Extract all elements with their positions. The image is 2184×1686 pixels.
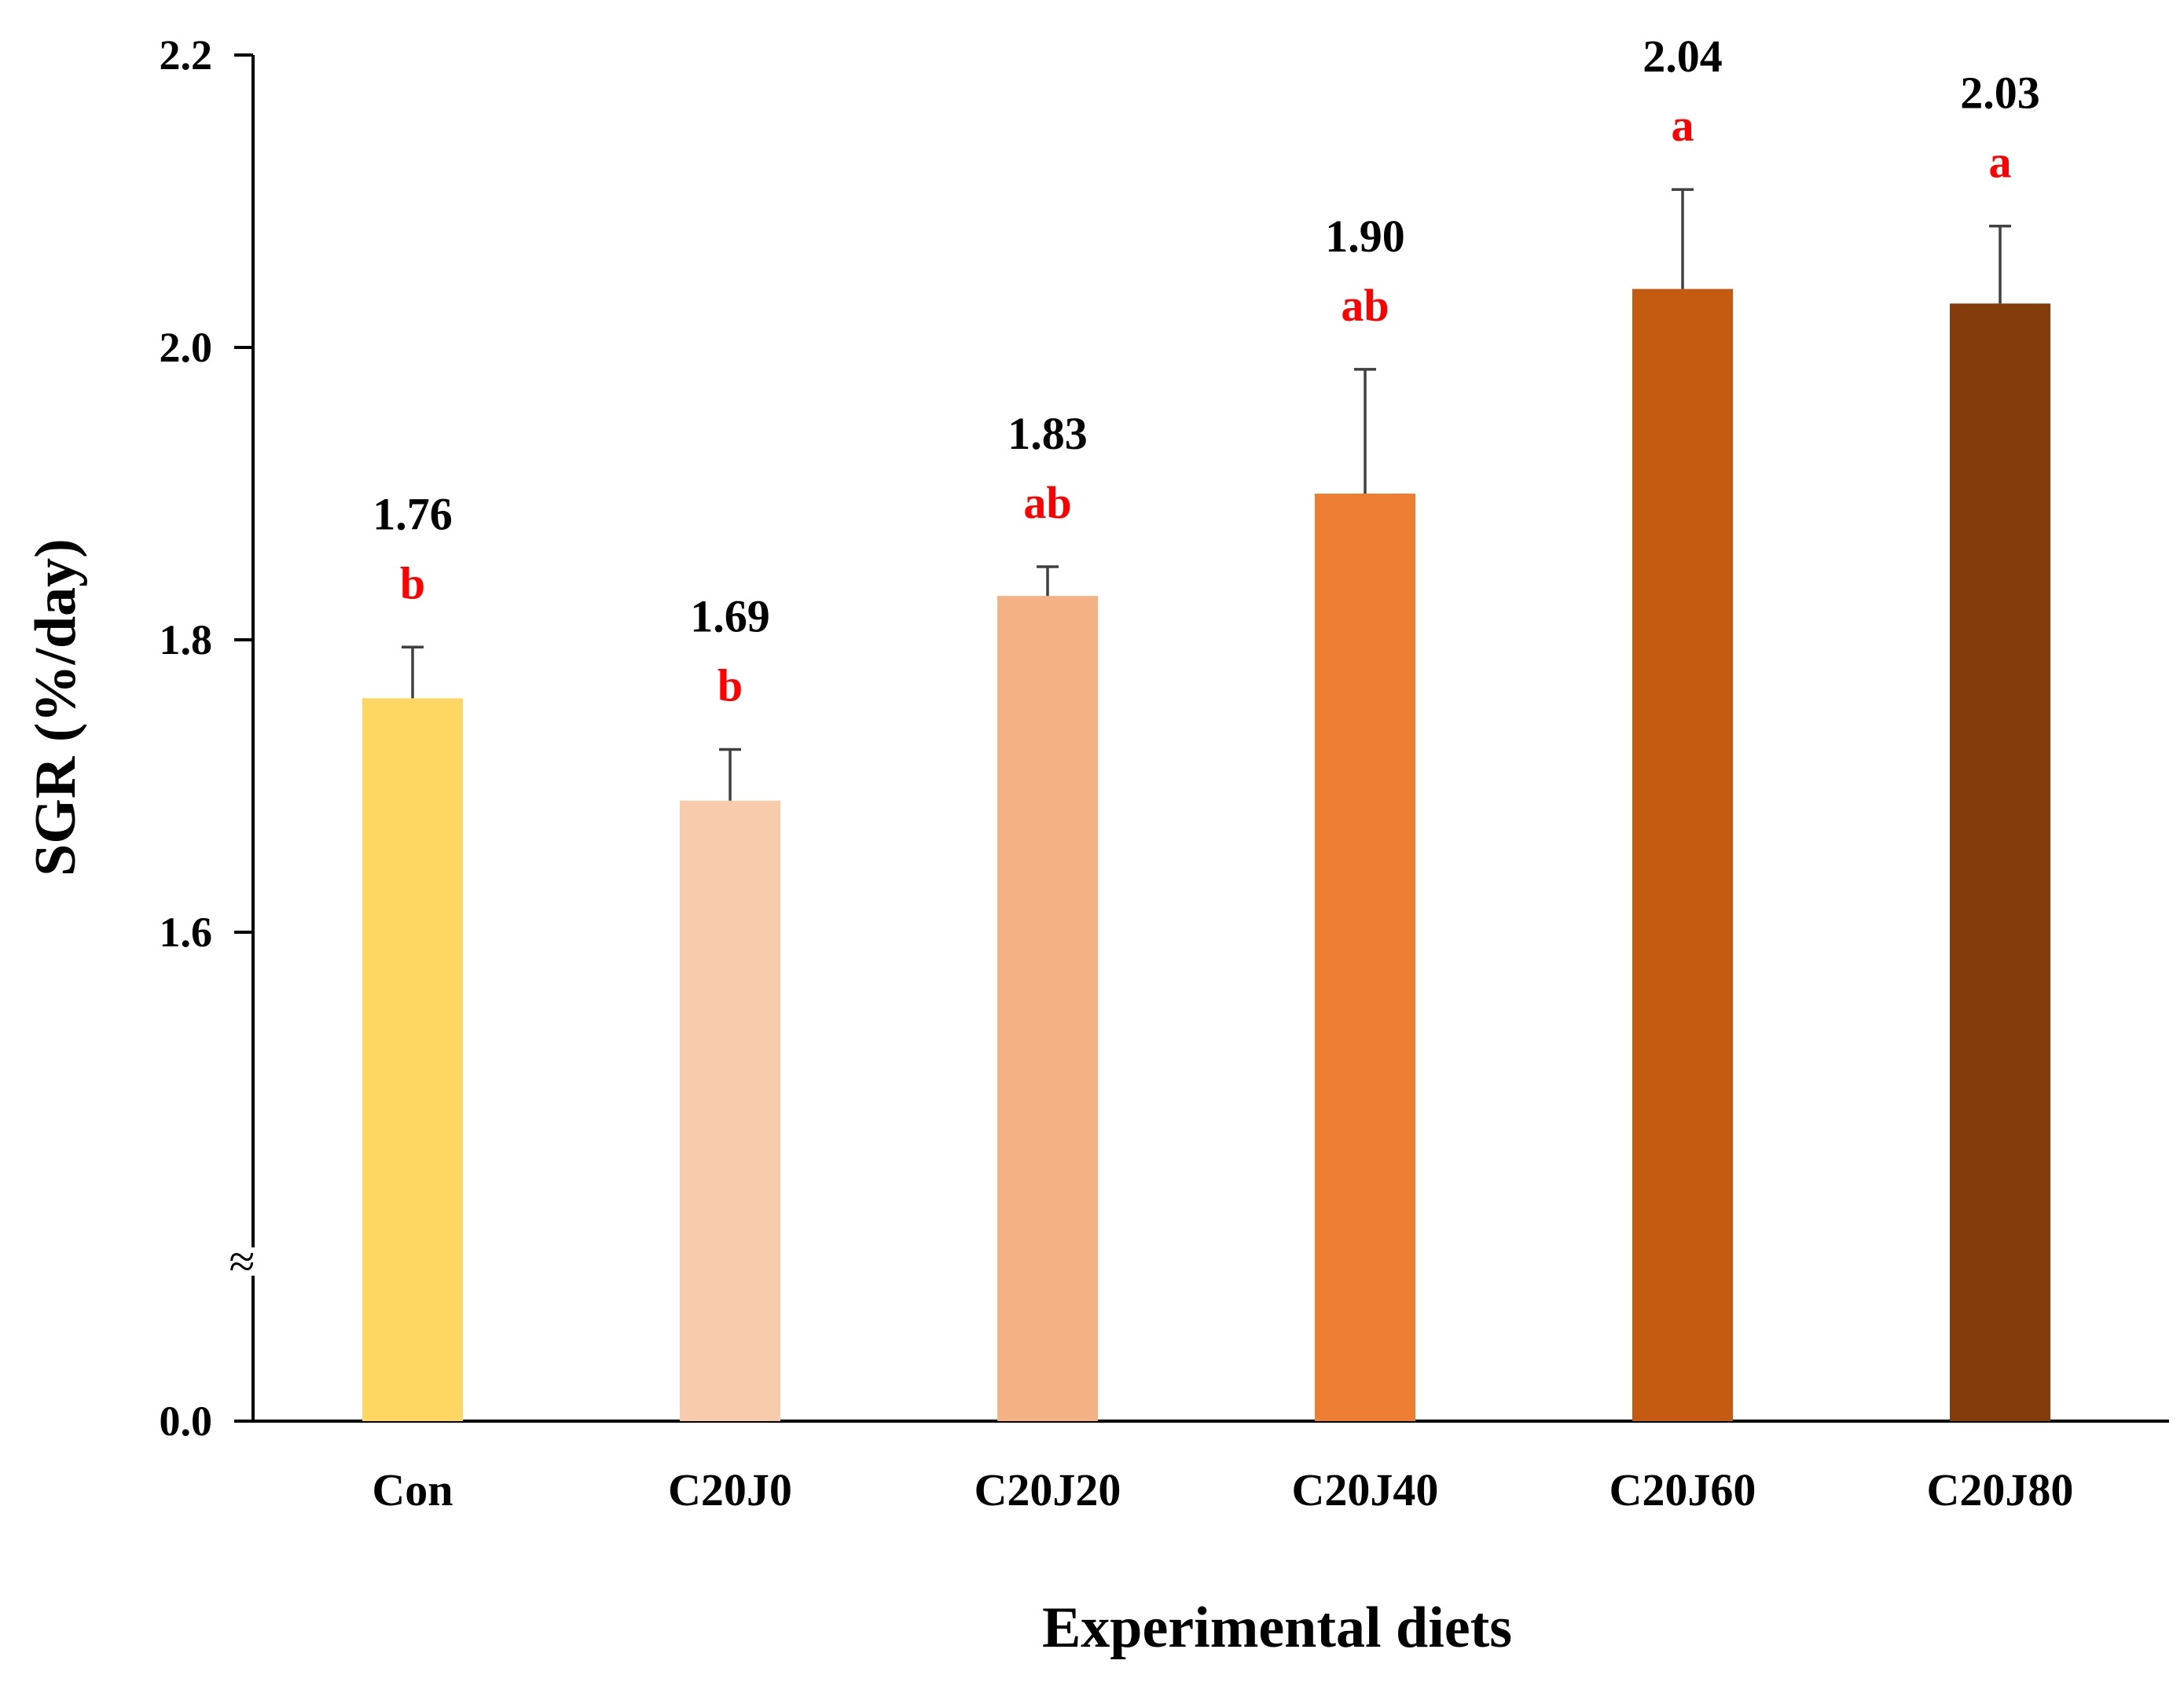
x-tick-label: Con <box>372 1464 453 1515</box>
value-label: 1.83 <box>1008 408 1088 459</box>
x-tick-label: C20J40 <box>1292 1464 1439 1515</box>
bars-layer <box>362 188 2050 1422</box>
x-tick-label: C20J80 <box>1927 1464 2074 1515</box>
significance-label: b <box>718 660 743 711</box>
axis-break-symbol: ≈ <box>229 1236 255 1287</box>
y-tick-label: 0.0 <box>160 1398 213 1445</box>
value-label: 1.69 <box>690 591 770 642</box>
significance-label: a <box>1672 100 1694 151</box>
y-axis-title: SGR (%/day) <box>24 538 88 876</box>
y-tick-label: 2.2 <box>160 31 213 79</box>
significance-label: ab <box>1341 280 1389 331</box>
axes-layer: ≈2.2 2.0 1.8 1.6 0.0 <box>160 31 2169 1445</box>
x-tick-label: C20J0 <box>668 1464 792 1515</box>
bar <box>1950 303 2050 1422</box>
bar <box>1632 288 1733 1422</box>
labels-layer: b 1.76 Con b 1.69 C20J0 ab 1.83 C20J20 ab 1.90 C20J… <box>372 31 2073 1515</box>
value-label: 2.04 <box>1643 31 1723 82</box>
bar <box>362 698 463 1421</box>
x-tick-label: C20J20 <box>975 1464 1121 1515</box>
significance-label: a <box>1989 137 2012 188</box>
value-label: 1.76 <box>373 488 453 539</box>
bar <box>997 596 1098 1422</box>
x-tick-label: C20J60 <box>1610 1464 1756 1515</box>
significance-label: b <box>400 557 425 608</box>
y-tick-label: 2.0 <box>160 324 213 371</box>
y-tick-label: 1.6 <box>160 909 213 956</box>
significance-label: ab <box>1023 477 1071 528</box>
x-axis-title: Experimental diets <box>1042 1596 1512 1660</box>
bar <box>1315 494 1415 1421</box>
y-tick-label: 1.8 <box>160 616 213 663</box>
value-label: 2.03 <box>1960 68 2040 119</box>
bar <box>680 800 780 1421</box>
value-label: 1.90 <box>1325 211 1405 262</box>
